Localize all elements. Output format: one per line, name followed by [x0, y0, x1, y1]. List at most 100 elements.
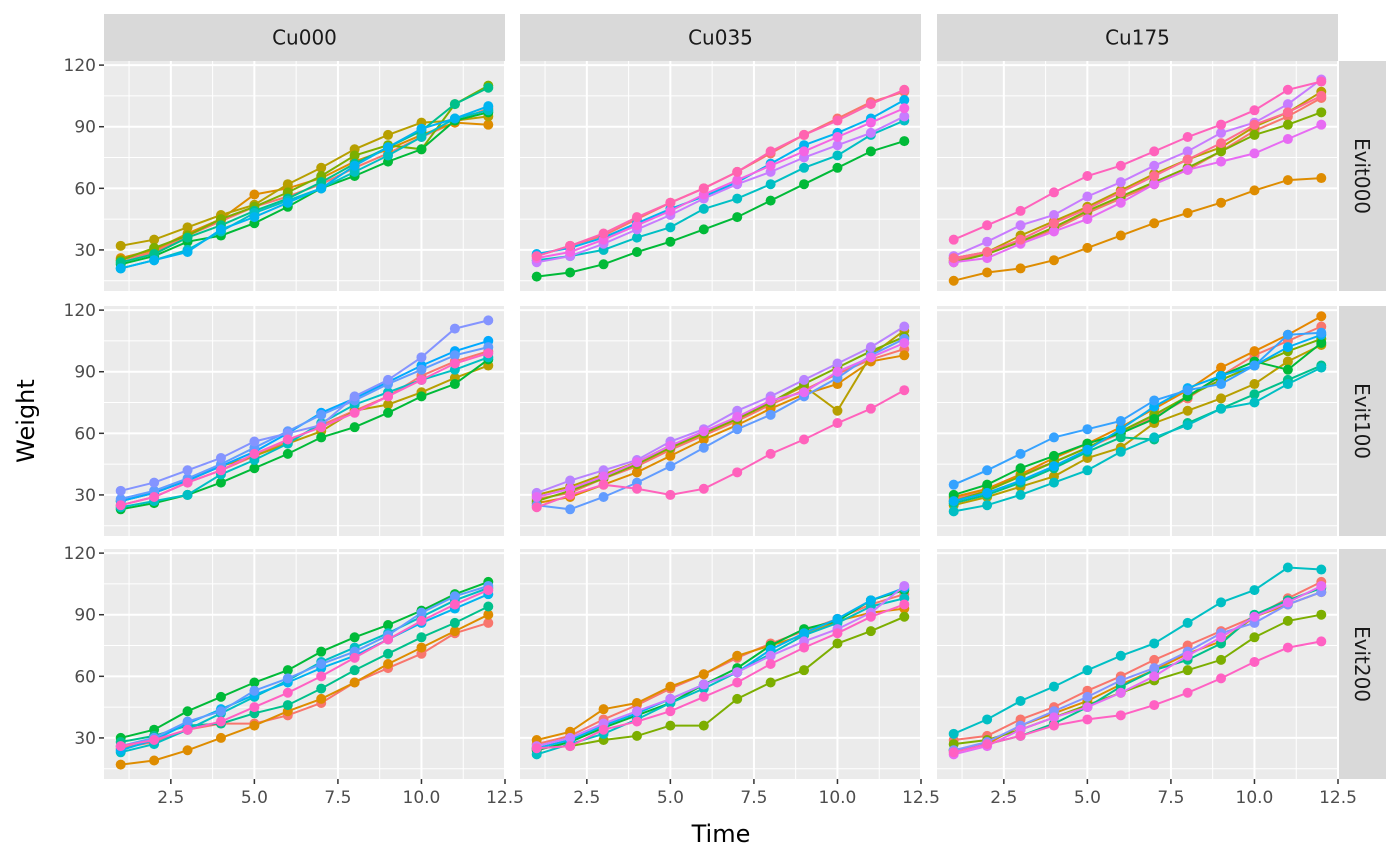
data-point — [282, 179, 293, 190]
data-point — [732, 175, 743, 186]
data-point — [1082, 424, 1093, 435]
data-point — [1182, 154, 1193, 165]
data-point — [865, 352, 876, 363]
data-point — [732, 212, 743, 223]
series-line — [953, 364, 1322, 505]
data-point — [631, 698, 642, 709]
data-point — [282, 448, 293, 459]
data-point — [948, 234, 959, 245]
data-point — [1249, 379, 1260, 390]
data-point — [1316, 609, 1327, 620]
data-point — [449, 323, 460, 334]
data-point — [1182, 385, 1193, 396]
data-point — [1115, 675, 1126, 686]
x-tick-label: 2.5 — [157, 788, 184, 808]
data-point — [1115, 160, 1126, 171]
data-point — [665, 450, 676, 461]
data-point — [832, 115, 843, 126]
data-point — [598, 471, 609, 482]
data-point — [383, 142, 394, 153]
y-tick-label: 30 — [74, 241, 96, 261]
data-point — [732, 650, 743, 661]
x-tick-label: 12.5 — [1319, 788, 1357, 808]
data-point — [799, 162, 810, 173]
data-point — [832, 150, 843, 161]
data-point — [765, 650, 776, 661]
x-axis-title: Time — [691, 820, 751, 848]
data-point — [1216, 673, 1227, 684]
x-tick-label: 7.5 — [1157, 788, 1184, 808]
series-line — [120, 346, 489, 500]
data-point — [665, 197, 676, 208]
panel-Cu000-Evit200 — [104, 549, 506, 779]
data-point — [115, 759, 126, 770]
data-point — [1216, 197, 1227, 208]
data-point — [282, 687, 293, 698]
data-point — [349, 391, 360, 402]
facet-strip-label: Cu035 — [688, 26, 753, 50]
data-point — [565, 489, 576, 500]
data-point — [1115, 710, 1126, 721]
data-point — [531, 491, 542, 502]
data-point — [631, 212, 642, 223]
data-point — [1282, 642, 1293, 653]
data-point — [383, 399, 394, 410]
data-point — [665, 681, 676, 692]
data-point — [948, 479, 959, 490]
facet-strip-Evit100 — [1338, 306, 1386, 536]
x-tick-label: 10.0 — [1236, 788, 1274, 808]
data-point — [249, 448, 260, 459]
series-line — [120, 84, 489, 262]
data-point — [316, 422, 327, 433]
data-point — [349, 407, 360, 418]
data-point — [948, 506, 959, 517]
data-point — [982, 246, 993, 257]
data-point — [1149, 654, 1160, 665]
series-line — [120, 115, 489, 247]
data-point — [1115, 177, 1126, 188]
data-point — [899, 599, 910, 610]
data-point — [1115, 416, 1126, 426]
panel-Cu035-Evit100 — [520, 306, 922, 536]
data-point — [665, 720, 676, 731]
data-point — [416, 352, 427, 363]
data-point — [899, 84, 910, 95]
data-point — [832, 358, 843, 369]
data-point — [249, 212, 260, 223]
data-point — [598, 479, 609, 490]
series-line — [536, 119, 905, 262]
series-line — [120, 589, 489, 748]
data-point — [1149, 395, 1160, 406]
data-point — [1048, 210, 1059, 221]
data-point — [449, 617, 460, 628]
series-line — [536, 88, 905, 258]
data-point — [698, 224, 709, 235]
data-point — [982, 267, 993, 278]
data-point — [832, 418, 843, 429]
data-point — [565, 504, 576, 515]
data-point — [416, 131, 427, 142]
data-point — [982, 739, 993, 750]
data-point — [799, 387, 810, 398]
data-point — [899, 136, 910, 147]
data-point — [1316, 636, 1327, 647]
data-point — [1082, 242, 1093, 253]
data-point — [1282, 615, 1293, 626]
data-point — [832, 131, 843, 142]
series-line — [536, 325, 905, 494]
data-point — [1082, 191, 1093, 202]
data-point — [565, 267, 576, 278]
data-point — [383, 407, 394, 418]
panel-Cu000-Evit100 — [104, 306, 506, 536]
data-point — [1115, 230, 1126, 241]
data-point — [732, 411, 743, 422]
data-point — [383, 648, 394, 659]
data-point — [1015, 263, 1026, 274]
data-point — [316, 683, 327, 694]
data-point — [1249, 346, 1260, 357]
data-point — [899, 337, 910, 348]
data-point — [982, 500, 993, 511]
y-tick-label: 60 — [74, 667, 96, 687]
data-point — [799, 665, 810, 676]
data-point — [1015, 463, 1026, 474]
